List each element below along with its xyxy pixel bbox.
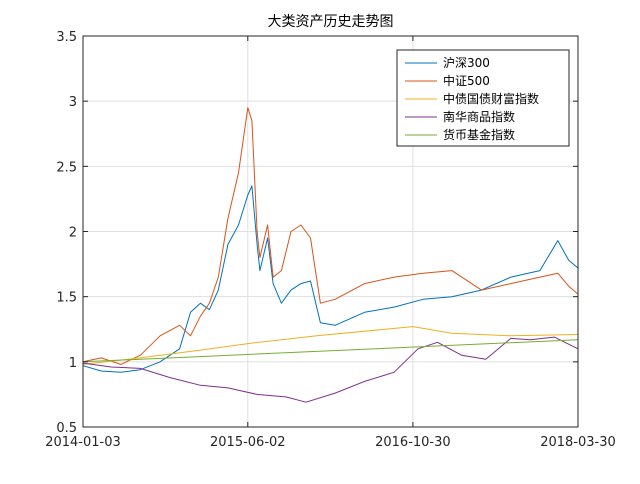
- y-tick-label: 0.5: [56, 421, 77, 436]
- x-tick-label: 2018-03-30: [540, 435, 616, 450]
- y-tick-label: 3.5: [56, 30, 77, 45]
- x-tick-label: 2015-06-02: [210, 435, 286, 450]
- series-line-2: [82, 107, 579, 365]
- legend-label: 货币基金指数: [443, 127, 515, 142]
- y-tick-label: 1.5: [56, 291, 77, 306]
- y-tick-label: 2: [69, 226, 77, 241]
- y-tick-label: 3: [69, 95, 77, 110]
- y-tick-label: 1: [69, 356, 77, 371]
- legend-label: 中债国债财富指数: [443, 91, 539, 106]
- series-lines: [82, 107, 579, 403]
- legend-box: [396, 49, 570, 147]
- y-tick-label: 2.5: [56, 160, 77, 175]
- x-tick-label: 2016-10-30: [375, 435, 451, 450]
- legend-label: 沪深300: [443, 56, 490, 70]
- x-tick-label: 2014-01-03: [45, 435, 121, 450]
- axis-ticks: 0.5 1 1.5 2 2.5 3 3.5 2014-01-03 2015-06-02 2016-…: [45, 30, 616, 450]
- legend-label: 中证500: [443, 73, 490, 88]
- legend-label: 南华商品指数: [443, 109, 515, 124]
- series-line-3: [82, 326, 579, 365]
- series-line-4: [82, 336, 579, 403]
- grid-lines: [83, 36, 578, 427]
- series-line-5: [82, 339, 579, 363]
- chart-title: 大类资产历史走势图: [268, 14, 394, 30]
